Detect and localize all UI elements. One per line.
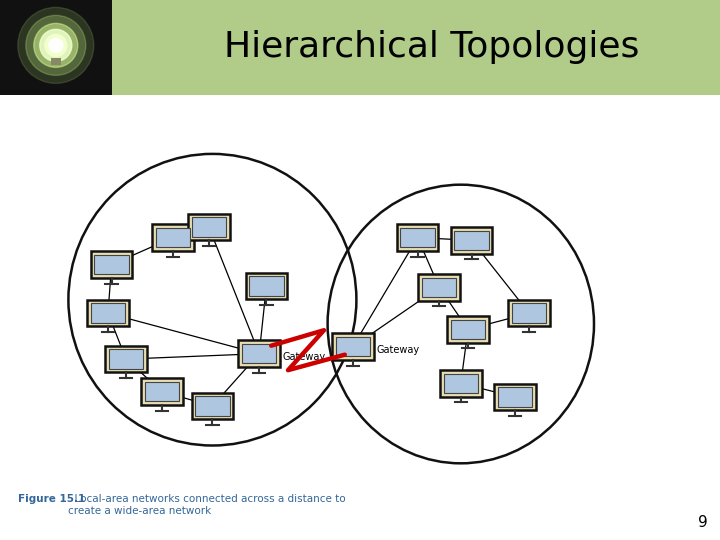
Text: Gateway: Gateway [282,352,325,362]
Circle shape [40,29,72,62]
Bar [440,370,482,396]
Bar [397,225,438,251]
Circle shape [49,38,63,52]
Bar [91,303,125,323]
Bar [152,225,194,251]
Bar [418,274,460,300]
Text: Gateway: Gateway [376,345,419,355]
Circle shape [18,8,94,83]
Bar [498,387,532,407]
Bar [336,337,370,356]
Bar [109,349,143,369]
Bar [494,384,536,410]
Text: 9: 9 [698,515,708,530]
Bar [444,374,478,393]
Bar [512,303,546,323]
Bar [242,344,276,363]
Bar [332,334,374,360]
Text: Hierarchical Topologies: Hierarchical Topologies [225,30,639,64]
Bar [156,228,190,247]
Bar [188,214,230,240]
Bar [141,379,183,404]
Bar [195,396,230,416]
Circle shape [34,23,78,68]
Bar [454,231,489,250]
Bar [105,346,147,372]
Bar [94,255,129,274]
Bar [91,252,132,278]
Bar [192,393,233,419]
Bar [508,300,550,326]
Bar [192,217,226,237]
Text: Figure 15.1: Figure 15.1 [18,494,85,504]
Bar [51,58,60,65]
Bar [145,382,179,401]
Bar [451,320,485,339]
Bar [400,228,435,247]
Text: Local-area networks connected across a distance to
create a wide-area network: Local-area networks connected across a d… [68,494,346,516]
Bar [87,300,129,326]
Circle shape [26,15,86,76]
Bar [249,276,284,296]
Bar [0,0,720,94]
Bar [0,0,112,94]
Bar [447,316,489,342]
Bar [422,278,456,297]
Bar [246,273,287,299]
Bar [451,227,492,253]
Bar [238,341,280,367]
Circle shape [45,35,67,56]
